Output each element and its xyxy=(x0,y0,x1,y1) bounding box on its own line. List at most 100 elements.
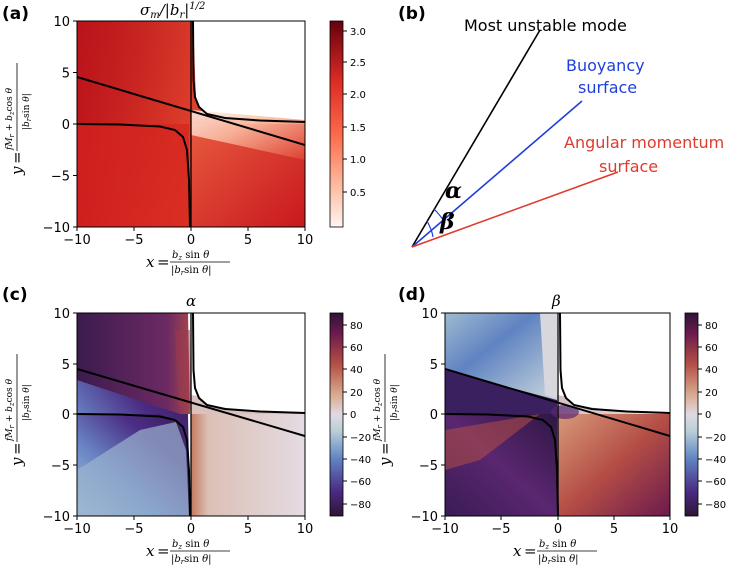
panel-d-colorbar: 80 60 40 20 0 −20 −40 −60 −80 xyxy=(684,312,726,517)
panel-a-hyperbola-upper xyxy=(192,21,305,123)
svg-text:−20: −20 xyxy=(350,433,371,444)
panel-a-xlabel: x = bz sin θ |brsin θ| xyxy=(146,250,230,277)
svg-text:0: 0 xyxy=(350,410,356,421)
svg-text:2.5: 2.5 xyxy=(350,58,366,69)
svg-text:−80: −80 xyxy=(705,500,726,511)
alpha-arc xyxy=(433,208,446,224)
angular-momentum-surface-line xyxy=(411,171,619,248)
svg-text:−10: −10 xyxy=(411,510,438,525)
svg-text:−5: −5 xyxy=(491,522,510,537)
svg-text:−5: −5 xyxy=(51,170,70,185)
svg-text:40: 40 xyxy=(705,365,718,376)
panel-a: (a) σm/|br|1/2 10 5 0 −5 −10 −10 −5 xyxy=(2,1,366,277)
svg-text:−40: −40 xyxy=(705,455,726,466)
angmom-label-line1: Angular momentum xyxy=(564,133,724,152)
svg-text:|brsin θ|: |brsin θ| xyxy=(171,265,211,277)
svg-text:5: 5 xyxy=(62,67,70,82)
svg-text:2.0: 2.0 xyxy=(350,90,366,101)
panel-a-title: σm/|br|1/2 xyxy=(140,1,205,21)
svg-text:bz sin θ: bz sin θ xyxy=(172,250,209,262)
panel-c-yticks: 10 5 0 −5 −10 xyxy=(43,307,77,525)
buoyancy-label-line2: surface xyxy=(578,78,637,97)
svg-text:3.0: 3.0 xyxy=(350,27,366,38)
svg-text:=: = xyxy=(8,151,26,164)
svg-text:=: = xyxy=(8,442,26,455)
svg-text:−60: −60 xyxy=(705,477,726,488)
panel-d: (d) β 10 5 0 −5 −10 xyxy=(373,285,726,566)
svg-text:=: = xyxy=(157,542,170,560)
panel-c-curves xyxy=(77,313,305,516)
svg-text:fMr + bzcos θ: fMr + bzcos θ xyxy=(373,378,384,442)
svg-text:y: y xyxy=(8,166,26,176)
most-unstable-mode-label: Most unstable mode xyxy=(464,16,627,35)
svg-text:−10: −10 xyxy=(43,510,70,525)
panel-a-label: (a) xyxy=(2,4,29,24)
panel-c-title: α xyxy=(186,292,196,310)
svg-text:=: = xyxy=(376,442,394,455)
panel-c-label: (c) xyxy=(2,285,28,305)
panel-d-curves xyxy=(445,313,670,516)
svg-text:|brsin θ|: |brsin θ| xyxy=(538,554,578,566)
panel-c-colorbar-ticks: 80 60 40 20 0 −20 −40 −60 −80 xyxy=(343,321,371,511)
beta-symbol: β xyxy=(439,209,455,235)
panel-c: (c) α 10 5 0 −5 −10 −10 xyxy=(2,285,371,566)
svg-text:0: 0 xyxy=(187,522,195,537)
svg-text:−10: −10 xyxy=(63,233,90,248)
svg-text:|brsin θ|: |brsin θ| xyxy=(22,93,33,130)
svg-text:0: 0 xyxy=(62,118,70,133)
svg-text:bz sin θ: bz sin θ xyxy=(539,539,576,551)
svg-text:80: 80 xyxy=(350,321,363,332)
svg-text:0: 0 xyxy=(554,522,562,537)
svg-text:0: 0 xyxy=(430,408,438,423)
svg-text:−5: −5 xyxy=(51,459,70,474)
svg-text:−5: −5 xyxy=(124,233,143,248)
svg-text:20: 20 xyxy=(705,388,718,399)
panel-a-yticks: 10 5 0 −5 −10 xyxy=(43,15,77,236)
svg-text:5: 5 xyxy=(244,522,252,537)
svg-text:−5: −5 xyxy=(124,522,143,537)
panel-c-ylabel: y = fMr + bzcos θ |brsin θ| xyxy=(5,354,33,467)
svg-text:10: 10 xyxy=(421,307,438,322)
svg-text:10: 10 xyxy=(297,522,314,537)
angmom-label-line2: surface xyxy=(599,157,658,176)
svg-text:−10: −10 xyxy=(63,522,90,537)
svg-text:10: 10 xyxy=(662,522,679,537)
panel-d-xticks: −10 −5 0 5 10 xyxy=(431,516,678,537)
svg-text:=: = xyxy=(524,542,537,560)
svg-text:60: 60 xyxy=(705,343,718,354)
panel-c-xlabel: x = bz sin θ |brsin θ| xyxy=(146,539,230,566)
beta-arc xyxy=(426,220,434,238)
svg-text:1.5: 1.5 xyxy=(350,123,366,134)
svg-text:|brsin θ|: |brsin θ| xyxy=(171,554,211,566)
svg-text:0.5: 0.5 xyxy=(350,188,366,199)
panel-b: (b) Most unstable mode Buoyancy surface … xyxy=(398,4,724,248)
svg-text:0: 0 xyxy=(705,410,711,421)
svg-text:|brsin θ|: |brsin θ| xyxy=(22,384,33,421)
panel-c-colorbar: 80 60 40 20 0 −20 −40 −60 −80 xyxy=(329,312,371,517)
svg-text:80: 80 xyxy=(705,321,718,332)
svg-text:0: 0 xyxy=(187,233,195,248)
svg-text:=: = xyxy=(157,253,170,271)
svg-text:−20: −20 xyxy=(705,433,726,444)
buoyancy-label-line1: Buoyancy xyxy=(566,56,645,75)
panel-d-label: (d) xyxy=(398,285,426,305)
svg-text:−80: −80 xyxy=(350,500,371,511)
svg-text:−5: −5 xyxy=(419,459,438,474)
svg-text:10: 10 xyxy=(53,15,70,30)
panel-a-xticks: −10 −5 0 5 10 xyxy=(63,227,313,248)
svg-text:10: 10 xyxy=(297,233,314,248)
panel-d-title: β xyxy=(551,292,561,310)
svg-text:|brsin θ|: |brsin θ| xyxy=(390,384,401,421)
panel-a-ylabel: y = fMr + bzcos θ |brsin θ| xyxy=(5,63,33,176)
panel-a-hyperbola-lower xyxy=(77,123,191,227)
panel-c-xticks: −10 −5 0 5 10 xyxy=(63,516,313,537)
panel-d-xlabel: x = bz sin θ |brsin θ| xyxy=(513,539,597,566)
svg-text:0: 0 xyxy=(62,408,70,423)
svg-text:x: x xyxy=(146,253,155,271)
svg-text:60: 60 xyxy=(350,343,363,354)
svg-text:y: y xyxy=(376,457,394,467)
most-unstable-mode-line xyxy=(411,29,541,248)
svg-text:−40: −40 xyxy=(350,455,371,466)
panel-b-label: (b) xyxy=(398,4,426,24)
